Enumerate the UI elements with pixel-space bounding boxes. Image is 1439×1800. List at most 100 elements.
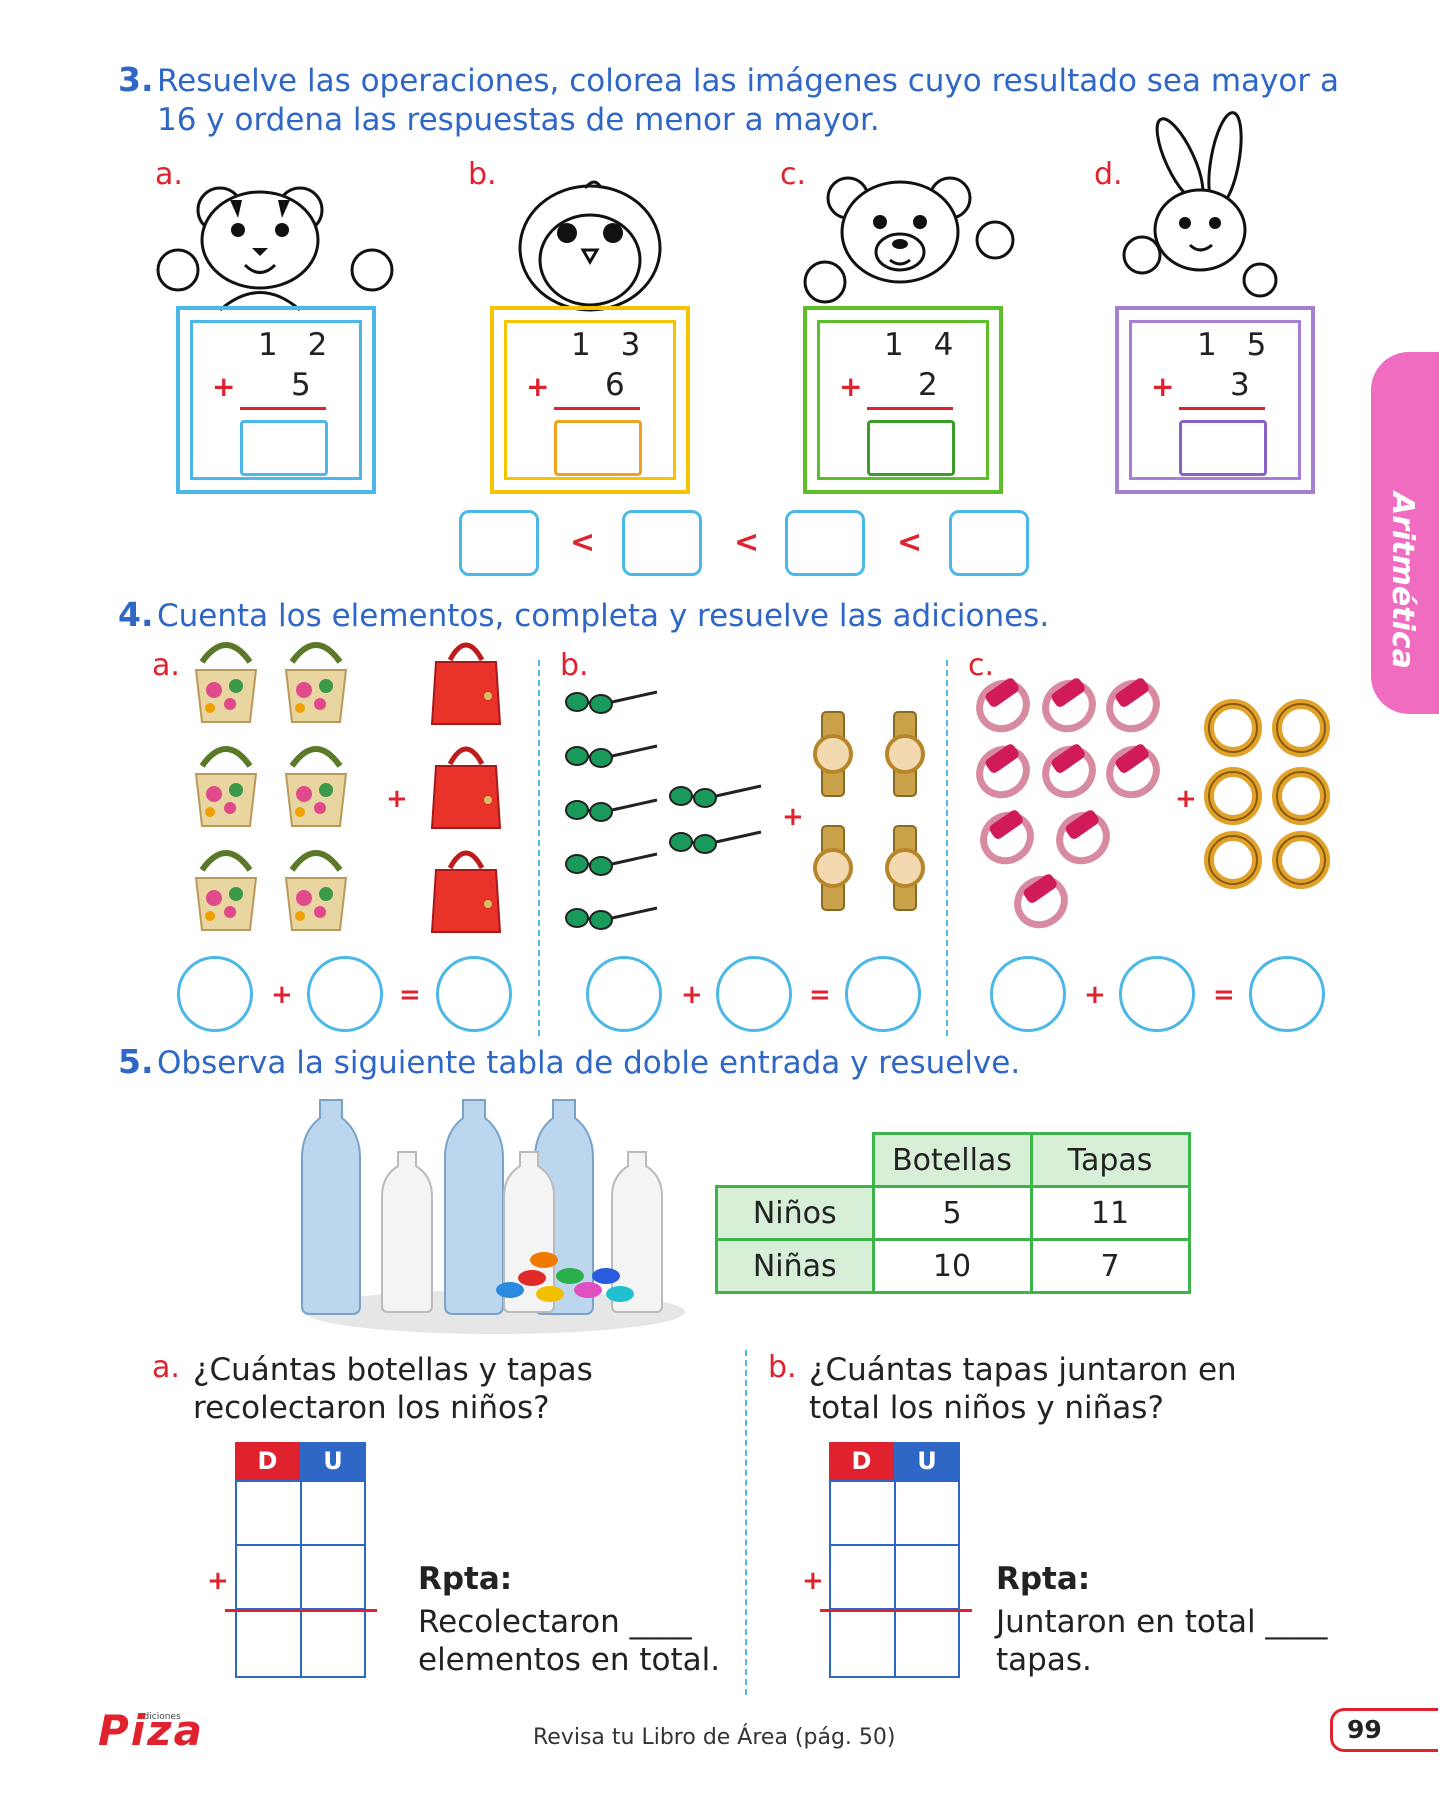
group-c-circle-2[interactable]	[1119, 956, 1195, 1032]
question-3-number: 3.	[118, 60, 154, 99]
cell-ninas-botellas: 10	[871, 1238, 1033, 1294]
item-c-letter: c.	[780, 157, 807, 192]
item-c-answer-box[interactable]	[867, 420, 955, 476]
part-a-cell-d3[interactable]	[235, 1608, 302, 1678]
part-a-answer-line2: elementos en total.	[418, 1642, 721, 1678]
item-d-plus: +	[1151, 370, 1175, 403]
item-c-sum-line	[867, 407, 953, 410]
column-header-tapas: Tapas	[1029, 1132, 1191, 1188]
operation-box-a	[176, 306, 376, 494]
less-than-3: <	[897, 525, 923, 560]
item-d-sum-line	[1179, 407, 1265, 410]
part-a-cell-u2[interactable]	[300, 1544, 366, 1610]
group-b-plus-sign: +	[782, 802, 804, 832]
order-box-1[interactable]	[459, 510, 539, 576]
page-number: 99	[1347, 1715, 1382, 1744]
section-tab-label: Aritmética	[1385, 492, 1420, 669]
divider-bc	[946, 660, 948, 1036]
group-c-plus: +	[1084, 980, 1106, 1010]
divider-ab	[538, 660, 540, 1036]
group-a-circle-3[interactable]	[436, 956, 512, 1032]
part-b-cell-u1[interactable]	[894, 1480, 960, 1546]
bottles-and-caps-image	[301, 1099, 685, 1334]
footer-note: Revisa tu Libro de Área (pág. 50)	[533, 1725, 896, 1750]
item-a-bottom-number: 5	[291, 367, 321, 403]
row-header-ninos: Niños	[715, 1185, 875, 1241]
group-c-plus-sign: +	[1175, 784, 1197, 814]
part-a-rpta-label: Rpta:	[418, 1561, 513, 1597]
part-b-d-header: D	[829, 1442, 894, 1480]
item-a-answer-box[interactable]	[240, 420, 328, 476]
group-b-circle-3[interactable]	[845, 956, 921, 1032]
order-box-4[interactable]	[949, 510, 1029, 576]
item-c-bottom-number: 2	[918, 367, 948, 403]
part-a-letter: a.	[152, 1350, 180, 1385]
part-a-d-header: D	[235, 1442, 300, 1480]
cell-ninas-tapas: 7	[1029, 1238, 1191, 1294]
part-b-cell-u3[interactable]	[894, 1608, 960, 1678]
gold-ring-group	[1205, 700, 1345, 900]
group-c-circle-3[interactable]	[1249, 956, 1325, 1032]
part-b-cell-d2[interactable]	[829, 1544, 896, 1610]
order-box-2[interactable]	[622, 510, 702, 576]
logo-small-text: ediciones	[138, 1712, 181, 1722]
part-b-u-header: U	[894, 1442, 960, 1480]
group-b-circle-1[interactable]	[586, 956, 662, 1032]
less-than-1: <	[570, 525, 596, 560]
operation-box-d	[1115, 306, 1315, 494]
part-a-cell-d1[interactable]	[235, 1480, 302, 1546]
part-a-plus: +	[207, 1566, 229, 1596]
question-4-number: 4.	[118, 595, 154, 634]
group-c-letter: c.	[968, 648, 995, 683]
item-d-answer-box[interactable]	[1179, 420, 1267, 476]
page-number-box: 99	[1330, 1708, 1438, 1752]
tiger-cub-drawing	[156, 186, 394, 312]
item-a-plus: +	[212, 370, 236, 403]
item-b-answer-box[interactable]	[554, 420, 642, 476]
part-b-letter: b.	[768, 1350, 797, 1385]
group-a-circle-2[interactable]	[307, 956, 383, 1032]
part-b-rpta-label: Rpta:	[996, 1561, 1091, 1597]
question-3-title-line2: 16 y ordena las respuestas de menor a ma…	[157, 102, 880, 138]
part-b-question-line2: total los niños y niñas?	[809, 1390, 1164, 1426]
part-a-question-line1: ¿Cuántas botellas y tapas	[193, 1352, 593, 1388]
item-a-letter: a.	[155, 157, 183, 192]
item-d-bottom-number: 3	[1230, 367, 1260, 403]
part-b-cell-d3[interactable]	[829, 1608, 896, 1678]
item-c-plus: +	[839, 370, 863, 403]
item-b-letter: b.	[468, 157, 497, 192]
item-b-top-number: 1 3	[571, 327, 651, 363]
part-a-cell-u3[interactable]	[300, 1608, 366, 1678]
part-a-u-header: U	[300, 1442, 366, 1480]
item-a-top-number: 1 2	[258, 327, 338, 363]
group-b-circle-2[interactable]	[716, 956, 792, 1032]
part-a-du-grid: D U	[235, 1442, 366, 1678]
row-header-ninas: Niñas	[715, 1238, 875, 1294]
group-a-equals: =	[399, 980, 421, 1010]
item-c-top-number: 1 4	[884, 327, 964, 363]
question-3-title-line1: Resuelve las operaciones, colorea las im…	[157, 63, 1339, 99]
bear-cub-drawing	[803, 176, 1015, 304]
order-box-3[interactable]	[785, 510, 865, 576]
publisher-logo: Piza	[98, 1706, 204, 1755]
column-header-botellas: Botellas	[871, 1132, 1033, 1188]
data-table: Botellas Tapas Niños 5 11 Niñas 10 7	[715, 1132, 1191, 1294]
part-b-cell-u2[interactable]	[894, 1544, 960, 1610]
handbag-group	[430, 636, 510, 946]
item-b-bottom-number: 6	[605, 367, 635, 403]
group-a-circle-1[interactable]	[177, 956, 253, 1032]
item-b-plus: +	[526, 370, 550, 403]
group-b-plus: +	[681, 980, 703, 1010]
part-a-cell-d2[interactable]	[235, 1544, 302, 1610]
group-a-letter: a.	[152, 648, 180, 683]
cell-ninos-botellas: 5	[871, 1185, 1033, 1241]
part-b-sum-line	[820, 1609, 972, 1612]
question-5-title: Observa la siguiente tabla de doble entr…	[157, 1045, 1021, 1081]
part-b-cell-d1[interactable]	[829, 1480, 896, 1546]
penguin-drawing	[518, 180, 662, 312]
sunglasses-group	[564, 690, 763, 931]
item-d-letter: d.	[1094, 157, 1123, 192]
group-b-letter: b.	[560, 648, 589, 683]
group-c-circle-1[interactable]	[990, 956, 1066, 1032]
part-a-cell-u1[interactable]	[300, 1480, 366, 1546]
